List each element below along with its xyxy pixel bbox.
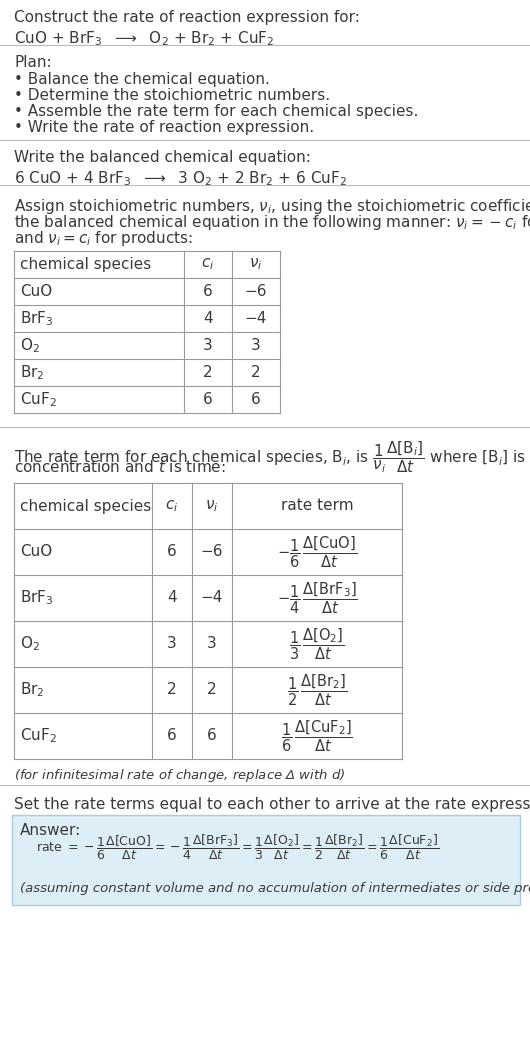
- Text: CuO: CuO: [20, 285, 52, 299]
- Text: Assign stoichiometric numbers, $\nu_i$, using the stoichiometric coefficients, $: Assign stoichiometric numbers, $\nu_i$, …: [14, 197, 530, 217]
- Text: • Balance the chemical equation.: • Balance the chemical equation.: [14, 72, 270, 87]
- Text: (for infinitesimal rate of change, replace Δ with $d$): (for infinitesimal rate of change, repla…: [14, 767, 346, 784]
- Text: 6: 6: [203, 285, 213, 299]
- Text: 6 CuO + 4 BrF$_3$  $\longrightarrow$  3 O$_2$ + 2 Br$_2$ + 6 CuF$_2$: 6 CuO + 4 BrF$_3$ $\longrightarrow$ 3 O$…: [14, 169, 347, 187]
- Text: (assuming constant volume and no accumulation of intermediates or side products): (assuming constant volume and no accumul…: [20, 882, 530, 895]
- Text: The rate term for each chemical species, B$_i$, is $\dfrac{1}{\nu_i}\dfrac{\Delt: The rate term for each chemical species,…: [14, 439, 530, 475]
- Text: 4: 4: [167, 591, 177, 606]
- Text: • Assemble the rate term for each chemical species.: • Assemble the rate term for each chemic…: [14, 104, 418, 119]
- Text: CuO + BrF$_3$  $\longrightarrow$  O$_2$ + Br$_2$ + CuF$_2$: CuO + BrF$_3$ $\longrightarrow$ O$_2$ + …: [14, 29, 275, 48]
- Text: 6: 6: [203, 392, 213, 407]
- Text: CuF$_2$: CuF$_2$: [20, 390, 57, 409]
- Text: $c_i$: $c_i$: [165, 498, 179, 514]
- Text: concentration and $t$ is time:: concentration and $t$ is time:: [14, 459, 226, 475]
- Text: −4: −4: [245, 311, 267, 326]
- Text: chemical species: chemical species: [20, 257, 151, 272]
- Text: Plan:: Plan:: [14, 55, 51, 70]
- Text: −6: −6: [201, 545, 223, 560]
- Text: 6: 6: [167, 728, 177, 744]
- Text: $\nu_i$: $\nu_i$: [205, 498, 219, 514]
- Text: $\dfrac{1}{3}\,\dfrac{\Delta[\mathrm{O_2}]}{\Delta t}$: $\dfrac{1}{3}\,\dfrac{\Delta[\mathrm{O_2…: [289, 627, 345, 662]
- Text: Answer:: Answer:: [20, 823, 81, 838]
- Text: 2: 2: [207, 682, 217, 698]
- Text: O$_2$: O$_2$: [20, 336, 40, 355]
- Text: and $\nu_i = c_i$ for products:: and $\nu_i = c_i$ for products:: [14, 229, 193, 248]
- Text: O$_2$: O$_2$: [20, 635, 40, 654]
- Text: 3: 3: [251, 338, 261, 353]
- Text: Br$_2$: Br$_2$: [20, 681, 45, 700]
- Text: 3: 3: [207, 637, 217, 652]
- Text: 3: 3: [167, 637, 177, 652]
- Text: 2: 2: [167, 682, 177, 698]
- Text: Br$_2$: Br$_2$: [20, 363, 45, 382]
- Text: Write the balanced chemical equation:: Write the balanced chemical equation:: [14, 150, 311, 165]
- Text: CuF$_2$: CuF$_2$: [20, 727, 57, 746]
- FancyBboxPatch shape: [12, 815, 520, 905]
- Text: the balanced chemical equation in the following manner: $\nu_i = -c_i$ for react: the balanced chemical equation in the fo…: [14, 213, 530, 232]
- Text: $\dfrac{1}{6}\,\dfrac{\Delta[\mathrm{CuF_2}]}{\Delta t}$: $\dfrac{1}{6}\,\dfrac{\Delta[\mathrm{CuF…: [281, 719, 353, 754]
- Text: chemical species: chemical species: [20, 499, 151, 514]
- Text: 2: 2: [251, 365, 261, 380]
- Text: 6: 6: [251, 392, 261, 407]
- Text: $-\dfrac{1}{4}\,\dfrac{\Delta[\mathrm{BrF_3}]}{\Delta t}$: $-\dfrac{1}{4}\,\dfrac{\Delta[\mathrm{Br…: [277, 581, 357, 616]
- Text: −6: −6: [245, 285, 267, 299]
- Text: 3: 3: [203, 338, 213, 353]
- Text: −4: −4: [201, 591, 223, 606]
- Text: $\dfrac{1}{2}\,\dfrac{\Delta[\mathrm{Br_2}]}{\Delta t}$: $\dfrac{1}{2}\,\dfrac{\Delta[\mathrm{Br_…: [287, 673, 347, 708]
- Text: 2: 2: [203, 365, 213, 380]
- Text: rate $= -\dfrac{1}{6}\dfrac{\Delta[\mathrm{CuO}]}{\Delta t} = -\dfrac{1}{4}\dfra: rate $= -\dfrac{1}{6}\dfrac{\Delta[\math…: [36, 833, 439, 862]
- Text: • Write the rate of reaction expression.: • Write the rate of reaction expression.: [14, 120, 314, 135]
- Text: $c_i$: $c_i$: [201, 256, 215, 272]
- Text: Construct the rate of reaction expression for:: Construct the rate of reaction expressio…: [14, 10, 360, 25]
- Text: CuO: CuO: [20, 545, 52, 560]
- Text: BrF$_3$: BrF$_3$: [20, 310, 54, 327]
- Text: Set the rate terms equal to each other to arrive at the rate expression:: Set the rate terms equal to each other t…: [14, 797, 530, 812]
- Text: 4: 4: [203, 311, 213, 326]
- Text: $-\dfrac{1}{6}\,\dfrac{\Delta[\mathrm{CuO}]}{\Delta t}$: $-\dfrac{1}{6}\,\dfrac{\Delta[\mathrm{Cu…: [277, 535, 357, 570]
- Text: 6: 6: [167, 545, 177, 560]
- Text: • Determine the stoichiometric numbers.: • Determine the stoichiometric numbers.: [14, 88, 330, 103]
- Text: $\nu_i$: $\nu_i$: [249, 256, 263, 272]
- Text: BrF$_3$: BrF$_3$: [20, 589, 54, 608]
- Text: 6: 6: [207, 728, 217, 744]
- Text: rate term: rate term: [281, 499, 354, 514]
